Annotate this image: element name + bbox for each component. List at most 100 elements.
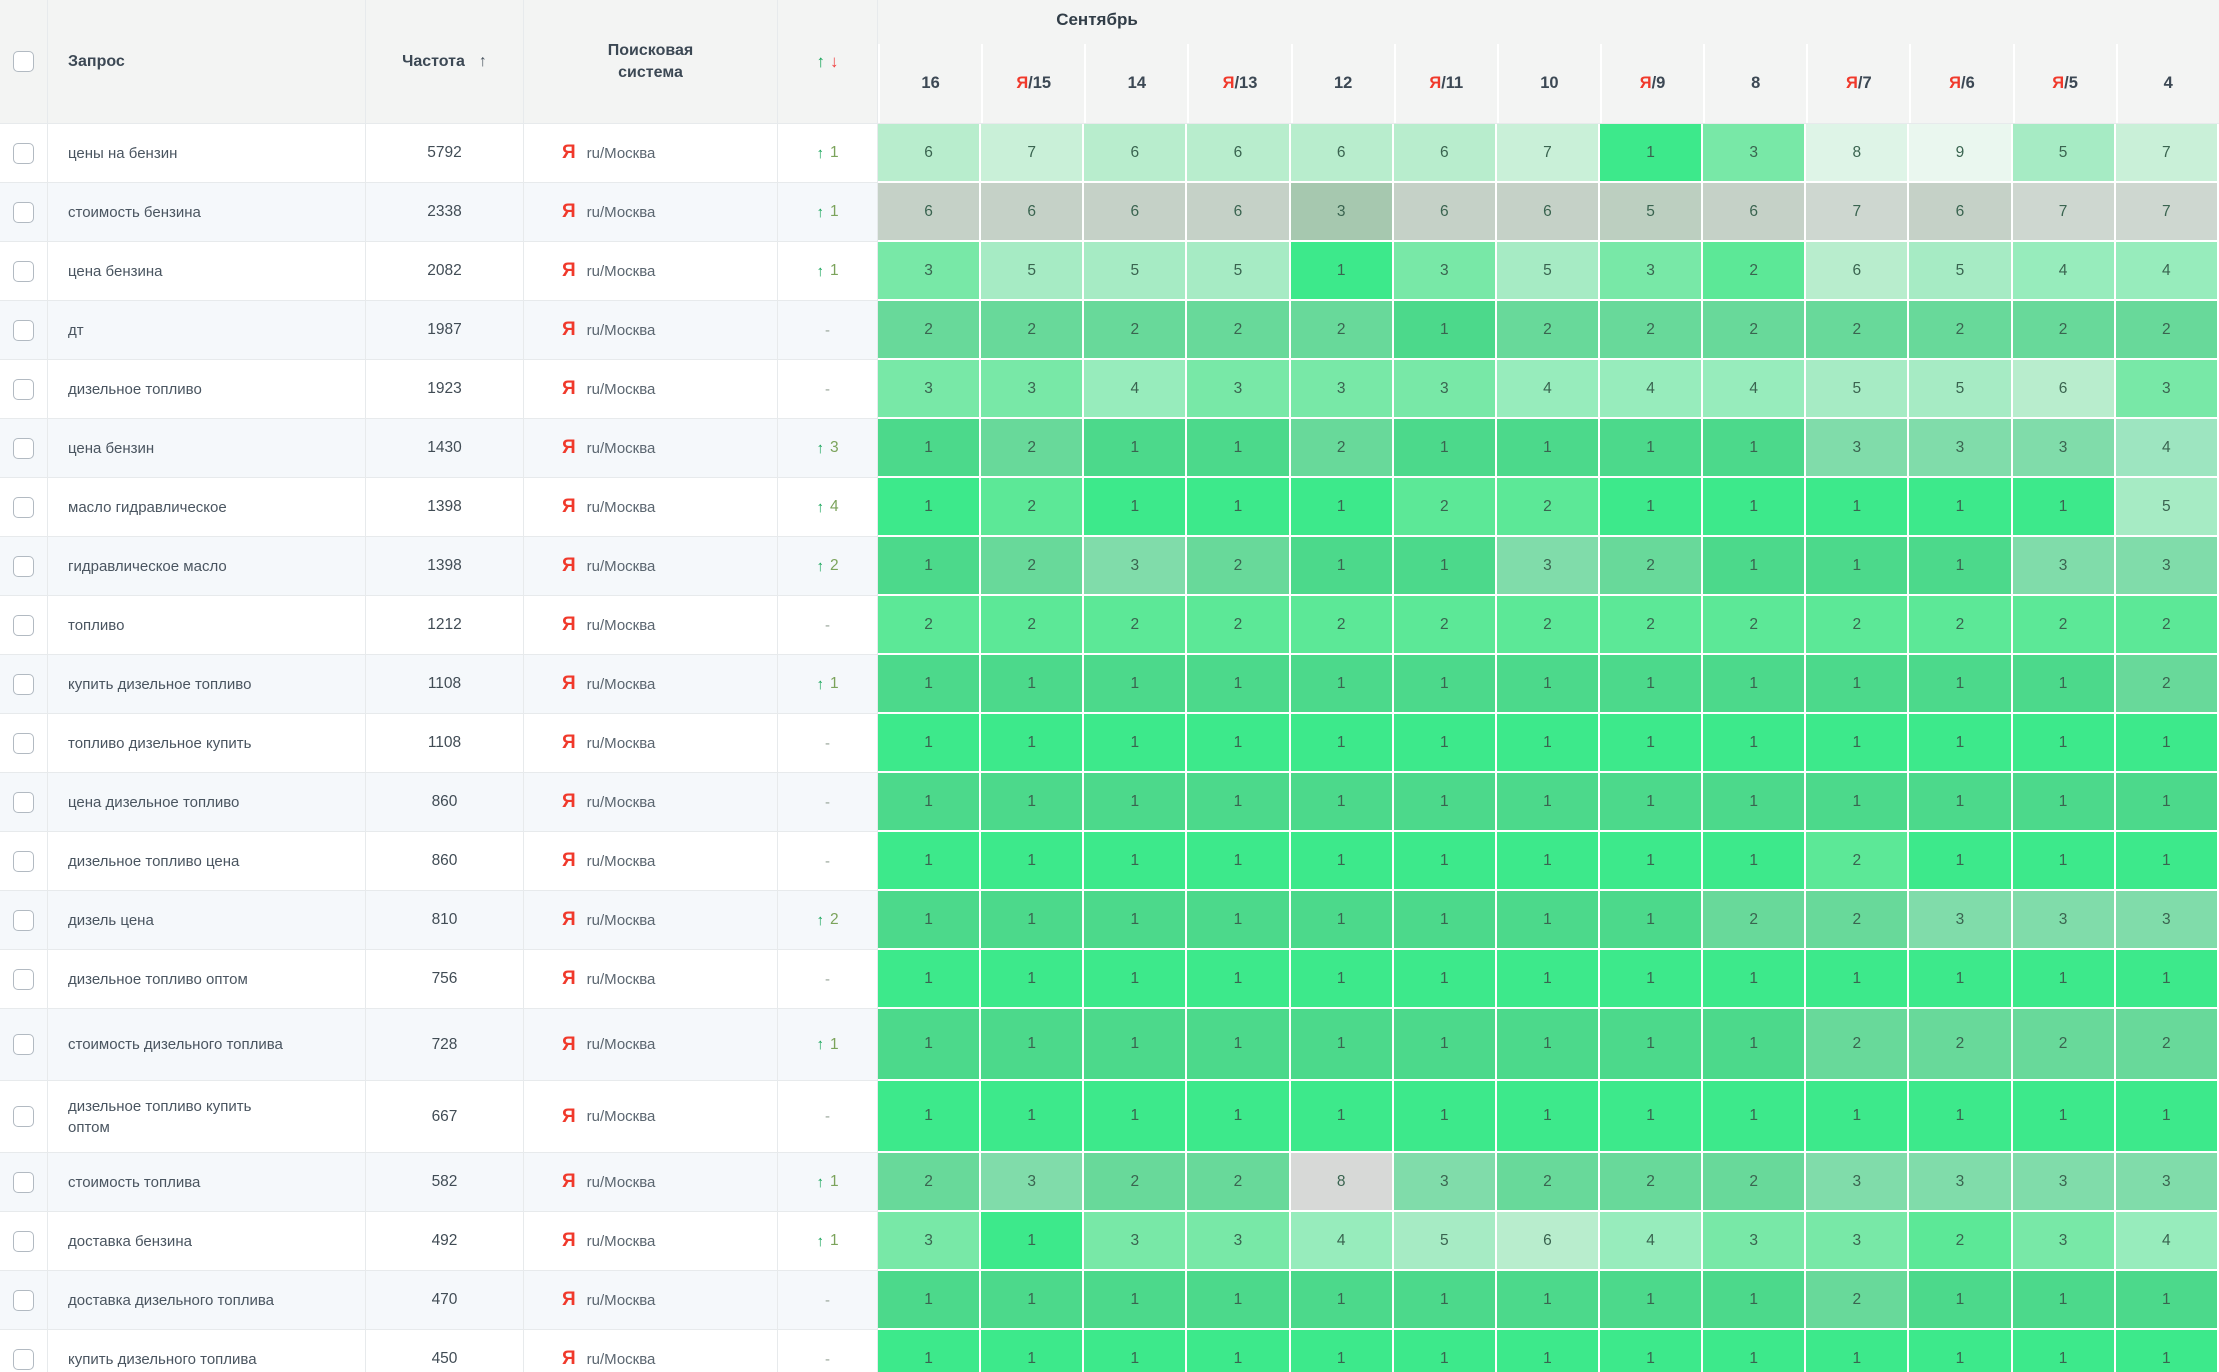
position-cell[interactable]: 1 (1703, 1081, 1807, 1153)
position-cell[interactable]: 5 (1909, 242, 2013, 301)
position-cell[interactable]: 6 (1084, 124, 1188, 183)
position-cell[interactable]: 7 (1806, 183, 1910, 242)
position-cell[interactable]: 3 (2115, 537, 2219, 596)
position-cell[interactable]: 3 (1599, 242, 1704, 301)
position-cell[interactable]: 3 (1084, 537, 1188, 596)
position-cell[interactable]: 8 (1806, 124, 1910, 183)
position-cell[interactable]: 1 (2115, 832, 2219, 891)
query-cell[interactable]: цена бензина (48, 242, 366, 301)
position-cell[interactable]: 2 (1496, 1153, 1600, 1212)
position-cell[interactable]: 5 (1599, 183, 1704, 242)
position-cell[interactable]: 3 (878, 1212, 982, 1271)
date-column-header[interactable]: 8 (1703, 44, 1806, 123)
position-cell[interactable]: 1 (2115, 1330, 2219, 1372)
position-cell[interactable]: 1 (1496, 1271, 1600, 1330)
position-cell[interactable]: 6 (1703, 183, 1807, 242)
position-cell[interactable]: 1 (878, 419, 982, 478)
position-cell[interactable]: 1 (1703, 950, 1807, 1009)
position-cell[interactable]: 4 (1703, 360, 1807, 419)
position-cell[interactable]: 1 (1187, 419, 1291, 478)
position-cell[interactable]: 2 (1393, 478, 1497, 537)
position-cell[interactable]: 1 (1393, 537, 1497, 596)
position-cell[interactable]: 1 (1290, 1009, 1394, 1081)
position-cell[interactable]: 3 (1084, 1212, 1188, 1271)
position-cell[interactable]: 1 (2012, 950, 2116, 1009)
position-cell[interactable]: 1 (1909, 1330, 2013, 1372)
position-cell[interactable]: 1 (1393, 655, 1497, 714)
position-cell[interactable]: 4 (1084, 360, 1188, 419)
position-cell[interactable]: 1 (1187, 1081, 1291, 1153)
position-cell[interactable]: 3 (1393, 242, 1497, 301)
position-cell[interactable]: 1 (1290, 1081, 1394, 1153)
position-cell[interactable]: 1 (1187, 1009, 1291, 1081)
position-cell[interactable]: 3 (1290, 360, 1394, 419)
position-cell[interactable]: 1 (2115, 714, 2219, 773)
position-cell[interactable]: 2 (981, 419, 1085, 478)
position-cell[interactable]: 3 (2115, 1153, 2219, 1212)
position-cell[interactable]: 7 (981, 124, 1085, 183)
position-cell[interactable]: 1 (1290, 655, 1394, 714)
position-cell[interactable]: 1 (1393, 714, 1497, 773)
date-column-header[interactable]: 4 (2115, 44, 2219, 123)
position-cell[interactable]: 1 (1909, 655, 2013, 714)
position-cell[interactable]: 1 (1703, 478, 1807, 537)
query-cell[interactable]: масло гидравлическое (48, 478, 366, 537)
position-cell[interactable]: 1 (1599, 832, 1704, 891)
position-cell[interactable]: 1 (1187, 1330, 1291, 1372)
position-cell[interactable]: 3 (1909, 419, 2013, 478)
position-cell[interactable]: 3 (1703, 124, 1807, 183)
row-checkbox[interactable] (13, 1230, 34, 1252)
position-cell[interactable]: 1 (878, 950, 982, 1009)
position-cell[interactable]: 2 (1806, 832, 1910, 891)
date-column-header[interactable]: 12 (1290, 44, 1394, 123)
position-cell[interactable]: 3 (981, 360, 1085, 419)
position-cell[interactable]: 1 (1187, 773, 1291, 832)
column-header-change[interactable]: ↑ ↓ (778, 0, 878, 123)
position-cell[interactable]: 4 (1599, 360, 1704, 419)
position-cell[interactable]: 7 (2115, 183, 2219, 242)
position-cell[interactable]: 4 (2012, 242, 2116, 301)
position-cell[interactable]: 3 (1806, 419, 1910, 478)
position-cell[interactable]: 2 (1703, 301, 1807, 360)
position-cell[interactable]: 1 (1703, 655, 1807, 714)
position-cell[interactable]: 2 (981, 596, 1085, 655)
position-cell[interactable]: 6 (878, 183, 982, 242)
row-checkbox[interactable] (13, 1034, 34, 1055)
position-cell[interactable]: 1 (2012, 1271, 2116, 1330)
position-cell[interactable]: 3 (2115, 360, 2219, 419)
position-cell[interactable]: 2 (1290, 301, 1394, 360)
position-cell[interactable]: 4 (2115, 242, 2219, 301)
position-cell[interactable]: 1 (1290, 714, 1394, 773)
position-cell[interactable]: 3 (2012, 537, 2116, 596)
position-cell[interactable]: 2 (1806, 301, 1910, 360)
position-cell[interactable]: 1 (878, 478, 982, 537)
position-cell[interactable]: 1 (1703, 1330, 1807, 1372)
row-checkbox[interactable] (13, 437, 34, 459)
position-cell[interactable]: 2 (1599, 301, 1704, 360)
position-cell[interactable]: 1 (1496, 773, 1600, 832)
position-cell[interactable]: 1 (981, 1330, 1085, 1372)
row-checkbox[interactable] (13, 319, 34, 341)
position-cell[interactable]: 5 (1084, 242, 1188, 301)
position-cell[interactable]: 6 (1290, 124, 1394, 183)
position-cell[interactable]: 3 (1806, 1153, 1910, 1212)
position-cell[interactable]: 1 (1703, 1271, 1807, 1330)
position-cell[interactable]: 3 (1703, 1212, 1807, 1271)
date-column-header[interactable]: Я/5 (2012, 44, 2116, 123)
position-cell[interactable]: 1 (1806, 655, 1910, 714)
query-cell[interactable]: дизельное топливо (48, 360, 366, 419)
sort-ascending-icon[interactable]: ↑ (478, 52, 487, 70)
position-cell[interactable]: 2 (1806, 596, 1910, 655)
date-column-header[interactable]: Я/11 (1393, 44, 1497, 123)
position-cell[interactable]: 8 (1290, 1153, 1394, 1212)
position-cell[interactable]: 3 (1909, 1153, 2013, 1212)
position-cell[interactable]: 2 (2115, 596, 2219, 655)
date-column-header[interactable]: Я/6 (1909, 44, 2012, 123)
position-cell[interactable]: 1 (1290, 242, 1394, 301)
row-checkbox[interactable] (13, 201, 34, 223)
position-cell[interactable]: 1 (1806, 1081, 1910, 1153)
position-cell[interactable]: 2 (1496, 596, 1600, 655)
position-cell[interactable]: 2 (1599, 1153, 1704, 1212)
position-cell[interactable]: 1 (1909, 478, 2013, 537)
position-cell[interactable]: 1 (1703, 1009, 1807, 1081)
